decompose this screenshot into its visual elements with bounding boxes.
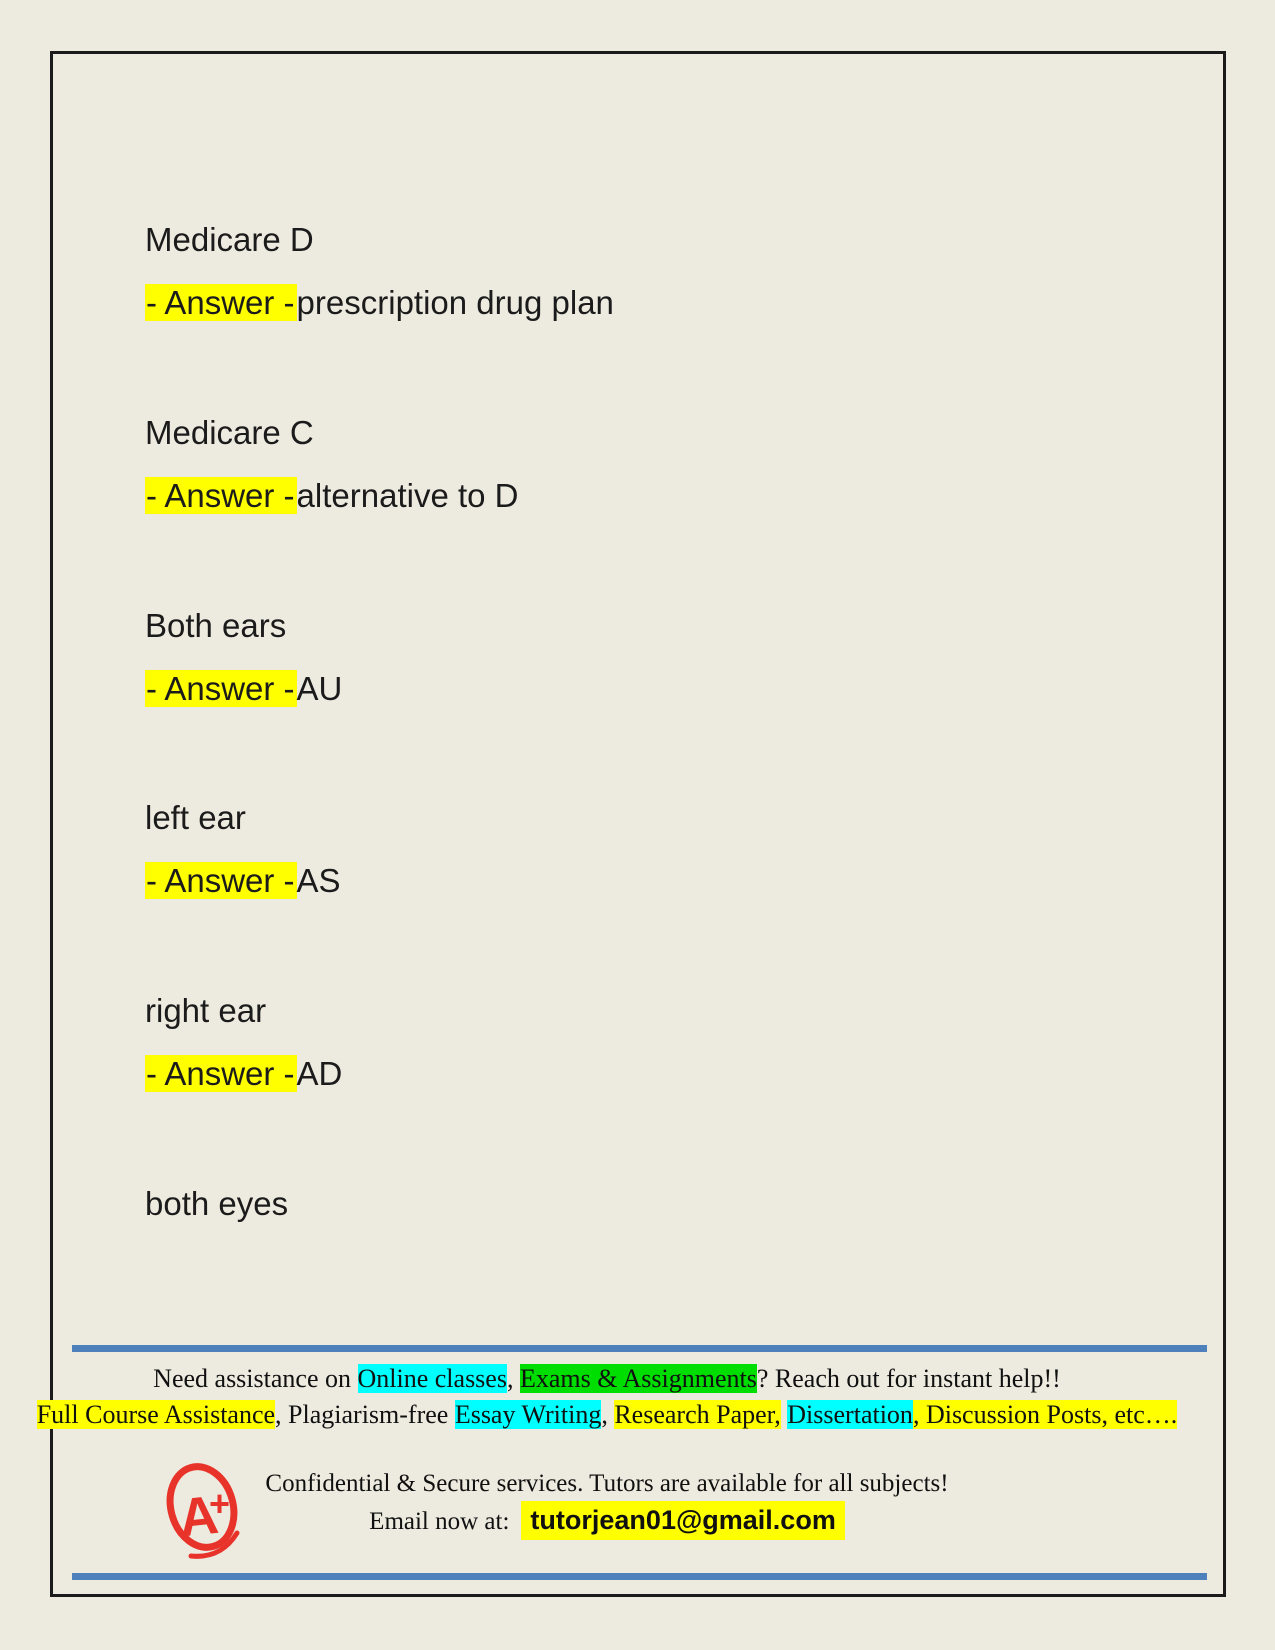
answer-line: - Answer -AS: [145, 860, 1125, 902]
promo-segment-highlight: , Discussion Posts, etc….: [912, 1400, 1178, 1429]
answer-text: AU: [296, 670, 343, 707]
qa-item: Medicare C - Answer -alternative to D: [145, 412, 1125, 517]
page-border: [50, 51, 1226, 1597]
answer-text: AD: [296, 1055, 343, 1092]
promo-segment-highlight: Online classes: [357, 1364, 507, 1393]
qa-item: left ear - Answer -AS: [145, 797, 1125, 902]
question-text: right ear: [145, 992, 267, 1029]
promo-segment: ,: [601, 1400, 615, 1429]
divider-line-top: [72, 1345, 1207, 1352]
answer-label: - Answer -: [145, 284, 297, 321]
svg-text:+: +: [209, 1483, 230, 1524]
question-text: both eyes: [145, 1185, 289, 1222]
promo-segment: Need assistance on: [153, 1364, 358, 1393]
question-text: Medicare D: [145, 221, 314, 258]
promo-line-2: Full Course Assistance, Plagiarism-free …: [2, 1399, 1212, 1431]
answer-text: alternative to D: [296, 477, 519, 514]
divider-line-bottom: [72, 1573, 1207, 1580]
qa-item: both eyes: [145, 1183, 1125, 1225]
a-plus-logo: A +: [166, 1463, 240, 1559]
question-text: Both ears: [145, 607, 287, 644]
promo-segment-highlight: Dissertation: [787, 1400, 913, 1429]
answer-label: - Answer -: [145, 670, 297, 707]
email-label: Email now at:: [369, 1508, 510, 1535]
promo-segment-highlight: Full Course Assistance: [36, 1400, 276, 1429]
promo-line-1: Need assistance on Online classes, Exams…: [2, 1363, 1212, 1395]
qa-item: right ear - Answer -AD: [145, 990, 1125, 1095]
qa-item: Both ears - Answer -AU: [145, 605, 1125, 710]
promo-line-3: Confidential & Secure services. Tutors a…: [265, 1470, 949, 1497]
promo-segment-highlight: Research Paper,: [614, 1400, 781, 1429]
answer-line: - Answer -AD: [145, 1053, 1125, 1095]
question-text: left ear: [145, 799, 246, 836]
promo-segment: , Plagiarism-free: [275, 1400, 455, 1429]
promo-segment: ? Reach out for instant help!!: [756, 1364, 1061, 1393]
email-address: tutorjean01@gmail.com: [521, 1501, 845, 1540]
answer-line: - Answer -alternative to D: [145, 475, 1125, 517]
answer-text: prescription drug plan: [296, 284, 614, 321]
question-text: Medicare C: [145, 414, 314, 451]
answer-label: - Answer -: [145, 862, 297, 899]
promo-segment: ,: [506, 1364, 520, 1393]
answer-text: AS: [296, 862, 341, 899]
answer-label: - Answer -: [145, 477, 297, 514]
promo-line-4: Email now at: tutorjean01@gmail.com: [2, 1500, 1212, 1542]
promo-segment-highlight: Essay Writing: [454, 1400, 602, 1429]
qa-item: Medicare D - Answer -prescription drug p…: [145, 219, 1125, 324]
answer-label: - Answer -: [145, 1055, 297, 1092]
promo-segment-highlight: Exams & Assignments: [519, 1364, 757, 1393]
answer-line: - Answer -prescription drug plan: [145, 282, 1125, 324]
answer-line: - Answer -AU: [145, 668, 1125, 710]
svg-text:A: A: [176, 1485, 221, 1549]
